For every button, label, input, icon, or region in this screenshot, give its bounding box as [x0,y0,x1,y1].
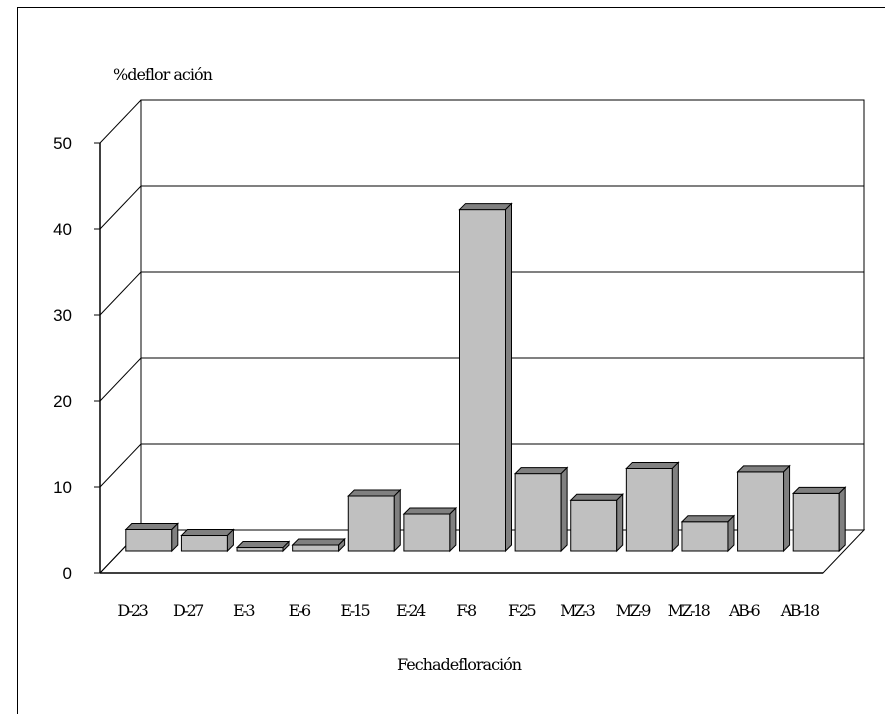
bar-front [125,529,173,552]
bar-front [403,513,451,552]
x-tick-label: F-25 [508,601,535,620]
x-axis-label: Fechadefloración [397,655,522,674]
bar [625,461,680,553]
bar-top [458,203,513,211]
x-tick-label: D-27 [173,601,204,620]
bar-top [235,541,291,549]
bar-front [347,495,395,552]
y-tick-labels: 0 10 20 30 40 50 [53,134,72,583]
bar [291,537,346,553]
y-tick-label: 20 [53,392,72,411]
bar-side [449,506,457,553]
bar-side [226,528,234,553]
bar-front [570,499,618,552]
x-tick-labels: D-23 D-27 E-3 E-6 E-15 E-24 F-8 F-25 MZ-3 MZ-9 MZ-… [117,601,822,620]
bar-side [727,514,735,553]
bar-side [393,488,401,553]
bar-side [282,540,290,553]
bar-top [791,486,847,494]
bar-front [180,535,228,552]
bar [513,466,569,553]
bar-front [236,547,284,552]
bar [736,464,791,553]
y-tick-label: 0 [63,564,72,583]
bar-top [680,515,736,523]
bar [569,493,624,553]
bar [124,522,180,553]
bar-top [180,529,235,537]
bar-side [505,202,512,553]
bar [458,202,513,553]
bar-front [459,209,506,552]
bar-side [838,486,846,553]
bar-top [513,467,569,475]
x-tick-label: D-23 [117,601,147,620]
bar-side [783,464,791,553]
bar-side [616,493,624,553]
bar-side [560,466,568,553]
x-tick-label: AB-18 [780,601,820,620]
bar-front [681,521,729,552]
x-tick-label: E-3 [233,601,254,620]
bar [680,514,736,553]
bars [124,202,847,553]
bar [180,528,235,553]
bar-side [171,522,179,553]
bar-top [291,538,346,546]
bar-top [569,493,624,501]
side-gridline [99,99,142,144]
bar-side [671,461,679,553]
bar-front [514,473,562,552]
x-tick-label: AB-6 [728,601,761,620]
bar-front [792,492,840,552]
bar-top [124,523,180,530]
side-gridline [99,271,142,316]
x-tick-label: MZ-3 [560,601,594,620]
side-gridline [99,357,142,402]
y-tick-label: 40 [53,220,72,239]
y-tick-label: 50 [53,134,72,153]
bar-front [625,467,673,552]
bar-side [338,537,346,553]
x-tick-label: MZ-18 [668,601,711,620]
y-tick-label: 10 [53,478,72,497]
bar-top [736,465,791,473]
bar-front [737,471,785,552]
bar-top [347,489,402,497]
y-axis-label: %deflor ación [113,65,213,84]
bar-top [625,461,680,469]
bar [402,506,458,553]
x-tick-label: E-24 [396,601,426,620]
bar-top [402,507,458,515]
bar [347,488,402,553]
bar [235,540,291,553]
x-tick-label: F-8 [456,601,477,620]
side-gridline [99,185,142,230]
bar [791,486,847,553]
y-tick-label: 30 [53,306,72,325]
x-tick-label: MZ-9 [616,601,651,620]
axes [94,142,823,574]
bar-front [292,544,340,552]
x-tick-label: E-15 [340,601,369,620]
x-tick-label: E-6 [289,601,311,620]
side-gridline [99,443,142,488]
